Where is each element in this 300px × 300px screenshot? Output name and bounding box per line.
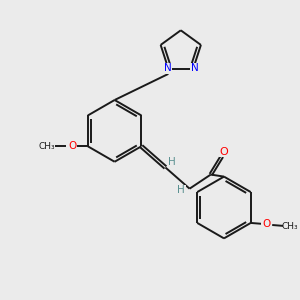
Text: H: H xyxy=(178,185,185,195)
Text: O: O xyxy=(262,219,270,230)
Text: H: H xyxy=(168,158,176,167)
Text: CH₃: CH₃ xyxy=(281,222,298,231)
Text: N: N xyxy=(164,63,171,73)
Text: CH₃: CH₃ xyxy=(38,142,55,151)
Text: O: O xyxy=(219,147,228,157)
Text: O: O xyxy=(68,141,77,151)
Text: N: N xyxy=(191,63,199,73)
